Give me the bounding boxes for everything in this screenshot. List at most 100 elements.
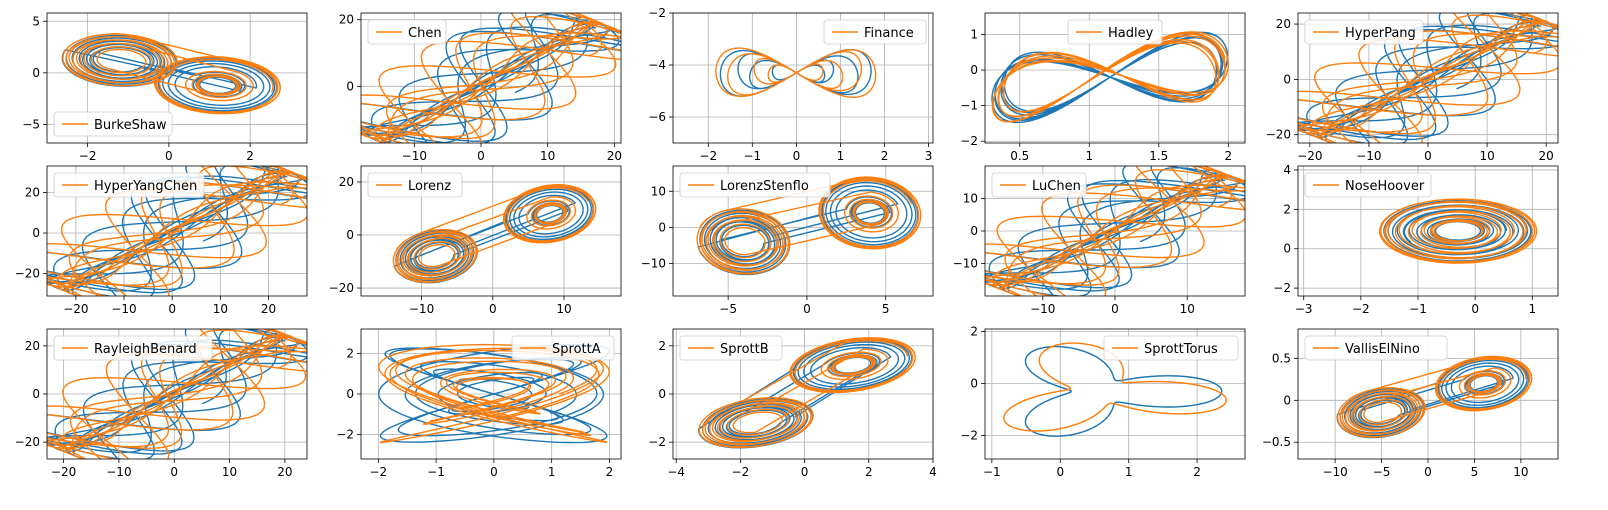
x-tick-label: −10	[1030, 302, 1055, 316]
legend-box	[1304, 172, 1432, 198]
y-tick-label: −2	[648, 435, 666, 449]
series-orange-line	[698, 337, 916, 449]
axes-frame	[984, 328, 1246, 460]
x-tick-label: −1	[983, 465, 1001, 479]
subplot-sprottb: −4 −2 0 2 4 −2 0 2 SprottB	[648, 328, 937, 479]
x-tick-label: 10	[222, 465, 237, 479]
series-orange-line	[991, 31, 1229, 123]
x-tick-label: 2	[606, 465, 614, 479]
x-tick-label: −2	[732, 465, 750, 479]
y-tick-label: −2	[648, 6, 666, 20]
subplot-finance: −2 −1 0 1 2 3 −6 −4 −2 Finance	[648, 6, 934, 163]
x-tick-label: −1	[427, 465, 445, 479]
legend: LorenzStenflo	[679, 172, 831, 198]
series-blue-line	[1298, 13, 1558, 143]
x-tick-label: 1	[837, 149, 845, 163]
legend-box	[53, 111, 173, 137]
y-tick-label: 20	[339, 13, 354, 27]
legend: Finance	[823, 19, 927, 45]
series-orange-line	[1298, 13, 1558, 143]
x-tick-label: 10	[1513, 465, 1528, 479]
x-tick-label: −5	[1373, 465, 1391, 479]
y-tick-label: 0	[970, 63, 978, 77]
x-tick-label: −2	[1352, 302, 1370, 316]
legend: RayleighBenard	[53, 335, 213, 361]
x-tick-label: 1	[1528, 302, 1536, 316]
x-tick-label: −20	[51, 465, 76, 479]
x-tick-label: 4	[929, 465, 937, 479]
legend-label: HyperYangChen	[94, 179, 197, 194]
y-tick-label: −5	[22, 117, 40, 131]
y-tick-label: 0	[658, 387, 666, 401]
y-tick-label: −20	[15, 267, 40, 281]
y-tick-label: 0	[32, 226, 40, 240]
legend-box	[53, 172, 205, 198]
axes-frame	[46, 12, 308, 144]
x-tick-label: 2	[1193, 465, 1201, 479]
x-tick-label: 2	[865, 465, 873, 479]
y-tick-label: −10	[953, 257, 978, 271]
series-orange-line	[1336, 355, 1533, 438]
y-tick-label: −2	[336, 428, 354, 442]
x-tick-label: 1	[1125, 465, 1133, 479]
subplot-sprotta: −2 −1 0 1 2 −2 0 2 SprottA	[336, 328, 622, 479]
y-tick-label: 0	[970, 377, 978, 391]
y-tick-label: 10	[651, 184, 666, 198]
subplot-hadley: 0.5 1 1.5 2 −2 −1 0 1 Hadley	[960, 12, 1246, 163]
series-blue-line	[985, 166, 1245, 296]
x-tick-label: 0	[801, 465, 809, 479]
y-tick-label: −2	[960, 429, 978, 443]
series-orange-line	[696, 176, 922, 275]
series-orange-line	[392, 184, 597, 283]
x-tick-label: −10	[106, 465, 131, 479]
x-tick-label: −20	[63, 302, 88, 316]
legend-box	[511, 335, 615, 361]
legend: SprottTorus	[1103, 335, 1239, 361]
x-tick-label: −10	[111, 302, 136, 316]
x-tick-label: 3	[925, 149, 933, 163]
legend: HyperYangChen	[53, 172, 205, 198]
subplot-sprotttorus: −1 0 1 2 −2 0 2 SprottTorus	[960, 325, 1246, 479]
x-tick-label: −4	[667, 465, 685, 479]
legend-label: SprottTorus	[1144, 342, 1218, 357]
x-tick-label: −10	[409, 302, 434, 316]
x-tick-label: 10	[1180, 302, 1195, 316]
x-tick-label: 20	[277, 465, 292, 479]
y-tick-label: 2	[1283, 202, 1291, 216]
legend-label: Chen	[408, 26, 442, 41]
subplot-nosehoover: −3 −2 −1 0 1 −2 0 2 4 NoseHoover	[1273, 163, 1559, 316]
x-tick-label: 20	[607, 149, 622, 163]
legend-label: VallisElNino	[1345, 342, 1420, 357]
x-tick-label: −10	[1356, 149, 1381, 163]
series-orange-line	[47, 166, 307, 296]
series-orange-line	[62, 33, 281, 115]
legend-label: HyperPang	[1345, 26, 1416, 41]
series-orange-line	[47, 329, 307, 459]
y-tick-label: −6	[648, 110, 666, 124]
legend-label: Lorenz	[408, 179, 451, 194]
y-tick-label: 20	[1276, 17, 1291, 31]
legend: BurkeShaw	[53, 111, 173, 137]
y-tick-label: 0	[32, 387, 40, 401]
series-orange-line	[985, 166, 1245, 296]
axes-frame	[360, 12, 622, 144]
x-tick-label: 2	[881, 149, 889, 163]
subplot-valliselnino: −10 −5 0 5 10 −0.5 0 0.5 VallisElNino	[1262, 328, 1559, 479]
series-blue-line	[991, 31, 1229, 124]
legend-label: LuChen	[1032, 179, 1081, 194]
legend-label: BurkeShaw	[94, 118, 167, 133]
y-tick-label: 2	[346, 346, 354, 360]
subplot-chen: −10 0 10 20 0 20 Chen	[339, 12, 622, 163]
legend-box	[991, 172, 1087, 198]
axes-frame	[1297, 165, 1559, 297]
x-tick-label: 0	[1424, 149, 1432, 163]
y-tick-label: 0	[32, 66, 40, 80]
legend: Lorenz	[367, 172, 463, 198]
x-tick-label: 0	[165, 149, 173, 163]
x-tick-label: 10	[1479, 149, 1494, 163]
x-tick-label: 2	[1224, 149, 1232, 163]
subplot-rayleighbenard: −20 −10 0 10 20 −20 0 20 RayleighBenard	[15, 328, 308, 479]
y-tick-label: −0.5	[1262, 435, 1291, 449]
legend-label: Hadley	[1108, 26, 1154, 41]
y-tick-label: −4	[648, 58, 666, 72]
